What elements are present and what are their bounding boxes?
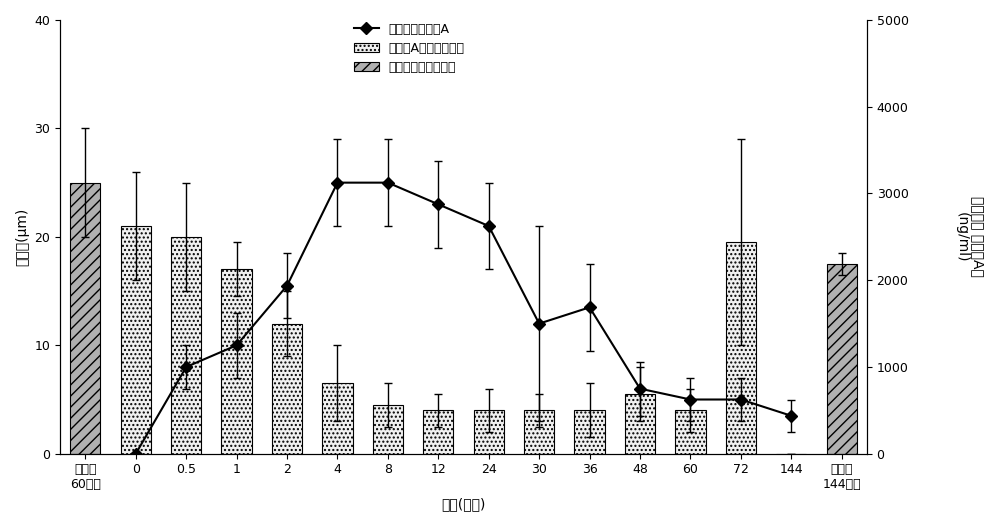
Bar (322, 383, 353, 454)
Bar (625, 394, 655, 454)
Bar (171, 237, 201, 454)
Bar (827, 264, 857, 454)
Y-axis label: 血清鐵(μm): 血清鐵(μm) (15, 208, 29, 266)
Bar (70, 183, 100, 454)
Bar (474, 410, 504, 454)
Bar (272, 323, 302, 454)
Bar (121, 226, 151, 454)
Y-axis label: 血清浓度 化合物A的
(ng/ml): 血清浓度 化合物A的 (ng/ml) (955, 196, 985, 277)
Bar (524, 410, 554, 454)
Bar (373, 405, 403, 454)
Legend: 血清浓度化合物A, 化合物A的血清鐵变化, 媒介物的血清鐵变化: 血清浓度化合物A, 化合物A的血清鐵变化, 媒介物的血清鐵变化 (349, 17, 470, 79)
Bar (675, 410, 706, 454)
Bar (221, 269, 252, 454)
Bar (423, 410, 453, 454)
Bar (726, 242, 756, 454)
X-axis label: 时间(小时): 时间(小时) (441, 497, 486, 511)
Bar (574, 410, 605, 454)
